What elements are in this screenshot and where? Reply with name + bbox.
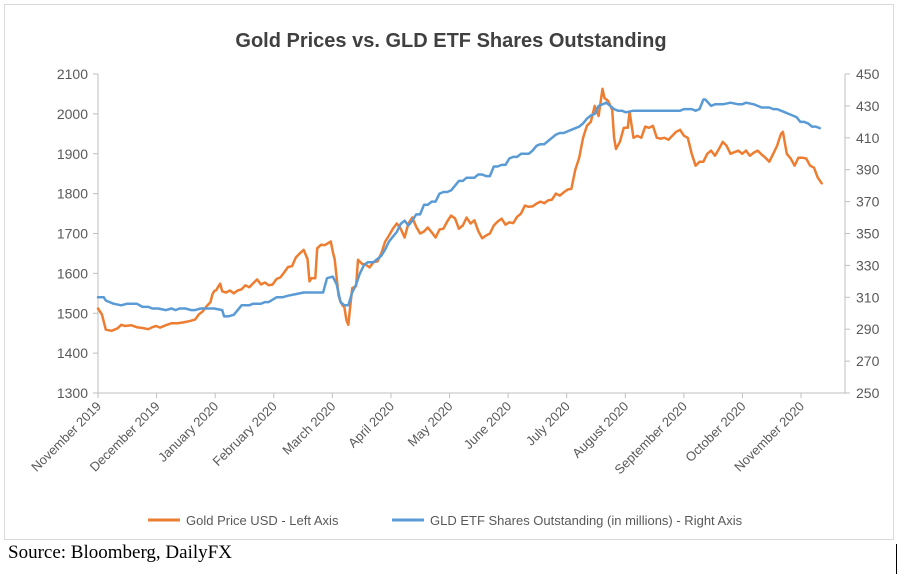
right-tick-label: 450: [856, 66, 880, 82]
left-tick-label: 2000: [57, 106, 88, 122]
gld-shares-line: [96, 98, 822, 318]
right-tick-label: 430: [856, 98, 880, 114]
right-tick-label: 350: [856, 226, 880, 242]
left-tick-label: 1300: [57, 385, 88, 401]
x-tick-label: March 2020: [279, 399, 338, 458]
x-tick-label: August 2020: [569, 399, 631, 461]
right-axis-ticks: 250 270 290 310 330 350 370 390 410 430 450: [845, 66, 880, 401]
chart-frame: [4, 4, 894, 540]
right-tick-label: 290: [856, 321, 880, 337]
left-tick-label: 1500: [57, 305, 88, 321]
right-tick-label: 370: [856, 194, 880, 210]
legend-label-gold: Gold Price USD - Left Axis: [186, 513, 339, 528]
divider: [896, 544, 897, 574]
right-tick-label: 250: [856, 385, 880, 401]
left-tick-label: 1900: [57, 146, 88, 162]
right-tick-label: 330: [856, 257, 880, 273]
legend-label-gld: GLD ETF Shares Outstanding (in millions)…: [430, 513, 743, 528]
source-note: Source: Bloomberg, DailyFX: [8, 542, 232, 563]
x-tick-label: April 2020: [345, 399, 397, 451]
right-tick-label: 390: [856, 162, 880, 178]
left-tick-label: 1400: [57, 345, 88, 361]
chart: Gold Prices vs. GLD ETF Shares Outstandi…: [28, 30, 880, 528]
x-tick-label: October 2020: [682, 399, 748, 465]
legend: Gold Price USD - Left Axis GLD ETF Share…: [148, 513, 743, 528]
axes: [97, 74, 846, 394]
left-tick-label: 1800: [57, 186, 88, 202]
left-tick-label: 1600: [57, 265, 88, 281]
x-tick-label: May 2020: [405, 399, 456, 450]
left-tick-label: 1700: [57, 226, 88, 242]
right-tick-label: 310: [856, 289, 880, 305]
chart-title: Gold Prices vs. GLD ETF Shares Outstandi…: [235, 30, 666, 52]
gold-price-line: [96, 87, 823, 333]
right-tick-label: 270: [856, 353, 880, 369]
left-axis-ticks: 1300 1400 1500 1600 1700 1800 1900 2000 2100: [57, 66, 98, 401]
series-layer: [96, 87, 823, 333]
x-tick-label: July 2020: [523, 399, 573, 449]
x-tick-label: June 2020: [461, 399, 515, 453]
right-tick-label: 410: [856, 130, 880, 146]
left-tick-label: 2100: [57, 66, 88, 82]
x-tick-label: January 2020: [155, 399, 221, 465]
